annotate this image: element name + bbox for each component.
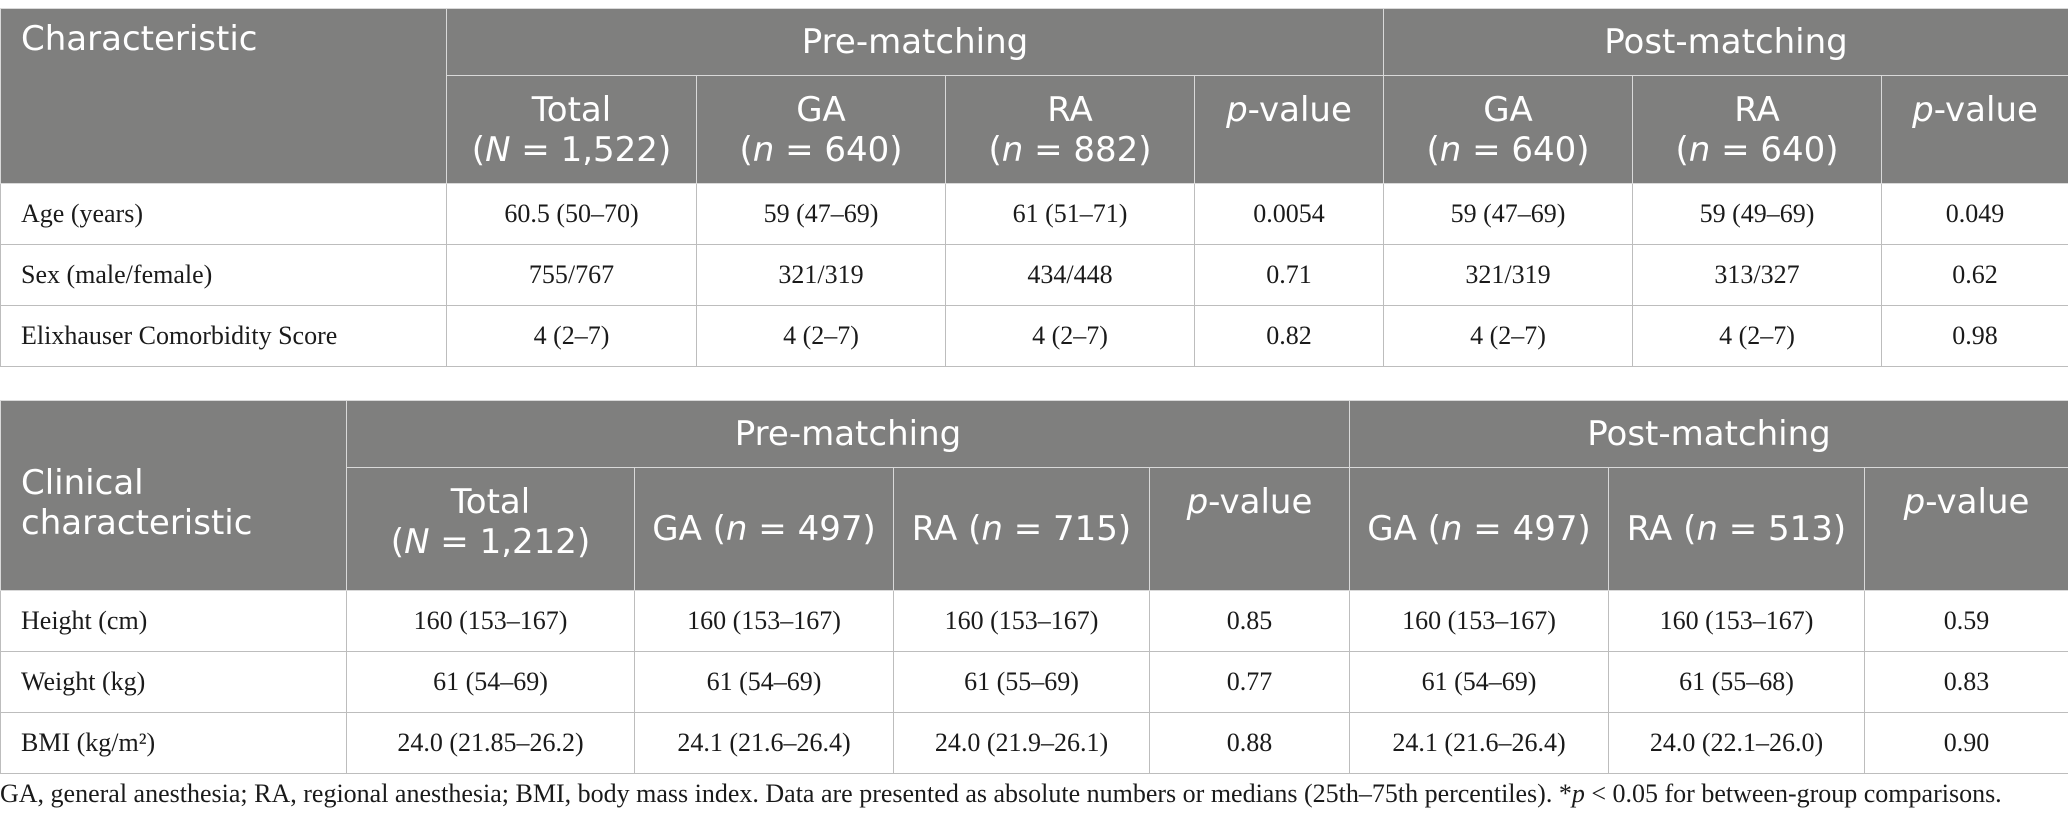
col-header-ra-post: RA (n = 640) — [1632, 75, 1882, 184]
table-cell: 321/319 — [696, 244, 946, 306]
col-header-pvalue-post: p-value — [1880, 75, 2068, 184]
group-header-pre: Pre-matching — [346, 400, 1350, 468]
table-cell: 4 (2–7) — [1632, 305, 1882, 367]
table-cell: 24.0 (21.85–26.2) — [346, 712, 635, 774]
table-cell: 434/448 — [945, 244, 1195, 306]
table-cell: 61 (54–69) — [346, 651, 635, 713]
table-row: Age (years) 60.5 (50–70) 59 (47–69) 61 (… — [0, 183, 2068, 245]
col-header-pvalue-pre: p-value — [1149, 467, 1350, 591]
table-cell: 61 (54–69) — [1349, 651, 1609, 713]
table-cell: 0.85 — [1149, 590, 1350, 652]
table-cell: 59 (47–69) — [696, 183, 946, 245]
row-label: Elixhauser Comorbidity Score — [0, 305, 447, 367]
row-label: Sex (male/female) — [0, 244, 447, 306]
table-cell: 0.049 — [1880, 183, 2068, 245]
table-cell: 24.1 (21.6–26.4) — [1349, 712, 1609, 774]
corner-header: Characteristic — [0, 8, 447, 184]
table-cell: 4 (2–7) — [696, 305, 946, 367]
group-header-pre: Pre-matching — [446, 8, 1384, 76]
table-row: Elixhauser Comorbidity Score 4 (2–7) 4 (… — [0, 305, 2068, 367]
table-demographics: Characteristic Pre-matching Post-matchin… — [0, 8, 2068, 367]
table-cell: 160 (153–167) — [893, 590, 1150, 652]
table-cell: 160 (153–167) — [634, 590, 894, 652]
table-row: BMI (kg/m²) 24.0 (21.85–26.2) 24.1 (21.6… — [0, 712, 2068, 774]
table-cell: 4 (2–7) — [1383, 305, 1633, 367]
table-cell: 0.83 — [1863, 651, 2068, 713]
col-header-total: Total (N = 1,212) — [346, 467, 635, 591]
table-cell: 755/767 — [446, 244, 697, 306]
col-header-ra-pre: RA (n = 882) — [945, 75, 1195, 184]
table-cell: 61 (54–69) — [634, 651, 894, 713]
table-row: Height (cm) 160 (153–167) 160 (153–167) … — [0, 590, 2068, 652]
group-header-post: Post-matching — [1382, 8, 2068, 76]
col-header-ga-pre: GA (n = 640) — [696, 75, 946, 184]
table-clinical: Clinical characteristic Pre-matching Post… — [0, 400, 2068, 774]
col-header-total: Total (N = 1,522) — [446, 75, 697, 184]
row-label: Weight (kg) — [0, 651, 347, 713]
col-header-ga-post: GA (n = 497) — [1349, 467, 1609, 591]
table-cell: 0.0054 — [1194, 183, 1384, 245]
table-cell: 4 (2–7) — [945, 305, 1195, 367]
table-cell: 313/327 — [1632, 244, 1882, 306]
table-cell: 0.62 — [1880, 244, 2068, 306]
table-row: Sex (male/female) 755/767 321/319 434/44… — [0, 244, 2068, 306]
col-header-pvalue-pre: p-value — [1194, 75, 1384, 184]
table-cell: 24.0 (21.9–26.1) — [893, 712, 1150, 774]
table-cell: 0.77 — [1149, 651, 1350, 713]
table-cell: 0.71 — [1194, 244, 1384, 306]
col-header-ga-pre: GA (n = 497) — [634, 467, 894, 591]
group-header-post: Post-matching — [1348, 400, 2068, 468]
table-cell: 0.88 — [1149, 712, 1350, 774]
table-cell: 0.98 — [1880, 305, 2068, 367]
table-cell: 24.0 (22.1–26.0) — [1608, 712, 1865, 774]
table-cell: 61 (51–71) — [945, 183, 1195, 245]
table-cell: 0.90 — [1863, 712, 2068, 774]
table-cell: 59 (47–69) — [1383, 183, 1633, 245]
row-label: Age (years) — [0, 183, 447, 245]
table-cell: 60.5 (50–70) — [446, 183, 697, 245]
row-label: BMI (kg/m²) — [0, 712, 347, 774]
table-cell: 0.59 — [1863, 590, 2068, 652]
col-header-ga-post: GA (n = 640) — [1383, 75, 1633, 184]
table-footnote: GA, general anesthesia; RA, regional ane… — [0, 779, 2002, 808]
table-cell: 321/319 — [1383, 244, 1633, 306]
col-header-ra-pre: RA (n = 715) — [893, 467, 1150, 591]
col-header-ra-post: RA (n = 513) — [1608, 467, 1865, 591]
table-row: Weight (kg) 61 (54–69) 61 (54–69) 61 (55… — [0, 651, 2068, 713]
table-cell: 4 (2–7) — [446, 305, 697, 367]
table-cell: 160 (153–167) — [1608, 590, 1865, 652]
table-cell: 59 (49–69) — [1632, 183, 1882, 245]
table-cell: 160 (153–167) — [1349, 590, 1609, 652]
table-cell: 0.82 — [1194, 305, 1384, 367]
row-label: Height (cm) — [0, 590, 347, 652]
table-cell: 160 (153–167) — [346, 590, 635, 652]
table-cell: 24.1 (21.6–26.4) — [634, 712, 894, 774]
corner-header: Clinical characteristic — [0, 400, 347, 591]
table-cell: 61 (55–69) — [893, 651, 1150, 713]
col-header-pvalue-post: p-value — [1863, 467, 2068, 591]
table-cell: 61 (55–68) — [1608, 651, 1865, 713]
